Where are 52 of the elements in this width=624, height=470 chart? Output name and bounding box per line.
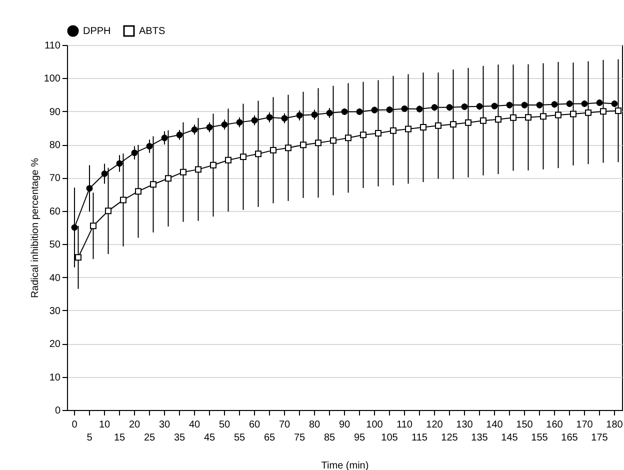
legend-label: ABTS [139, 26, 166, 37]
x-tick-label: 90 [338, 420, 350, 430]
x-tick-label: 20 [128, 420, 140, 430]
x-tick-label: 0 [72, 420, 78, 430]
x-tick-label: 35 [174, 432, 186, 444]
x-tick-label: 55 [234, 432, 246, 444]
x-tick-label: 80 [308, 420, 320, 430]
x-tick-label: 165 [561, 432, 578, 444]
x-tick-label: 120 [426, 420, 444, 430]
x-tick-label: 100 [366, 420, 384, 430]
y-tick-label: 70 [49, 173, 61, 184]
x-tick-label: 15 [114, 432, 126, 444]
y-tick-label: 100 [44, 74, 61, 85]
y-tick-label: 10 [49, 372, 61, 384]
x-tick-label: 85 [324, 432, 336, 444]
x-tick-label: 140 [486, 420, 504, 430]
x-tick-label: 110 [396, 420, 413, 430]
x-tick-label: 160 [546, 420, 564, 430]
y-tick-label: 0 [54, 406, 61, 416]
x-tick-label: 150 [516, 420, 534, 430]
x-tick-label: 170 [576, 420, 594, 430]
x-tick-label: 50 [218, 420, 230, 430]
x-tick-label: 5 [86, 432, 93, 444]
x-tick-label: 155 [531, 432, 548, 444]
x-tick-label: 60 [248, 420, 260, 430]
y-tick-label: 60 [49, 206, 61, 218]
x-tick-label: 45 [204, 432, 216, 444]
y-tick-label: 30 [49, 306, 61, 317]
x-tick-label: 40 [188, 420, 200, 430]
x-tick-label: 70 [278, 420, 290, 430]
legend-label: DPPH [83, 26, 111, 37]
y-tick-label: 40 [49, 272, 61, 284]
x-tick-label: 130 [456, 420, 474, 430]
x-tick-label: 65 [264, 432, 276, 444]
x-tick-label: 175 [591, 432, 608, 444]
x-tick-label: 180 [606, 420, 624, 430]
x-tick-label: 25 [144, 432, 156, 444]
x-tick-label: 30 [158, 420, 170, 430]
x-tick-label: 105 [381, 432, 398, 444]
x-tick-label: 145 [501, 432, 518, 444]
x-tick-label: 95 [354, 432, 366, 444]
y-tick-label: 90 [49, 106, 61, 118]
y-tick-label: 80 [49, 140, 61, 152]
x-tick-label: 135 [471, 432, 488, 444]
y-axis-title: Radical inhibition percentage % [30, 158, 41, 298]
x-tick-label: 125 [441, 432, 458, 444]
y-tick-label: 110 [44, 40, 61, 52]
x-tick-label: 10 [98, 420, 110, 430]
y-tick-label: 20 [49, 339, 61, 350]
y-tick-label: 50 [49, 240, 61, 251]
x-tick-label: 115 [412, 432, 428, 444]
x-tick-label: 75 [294, 432, 306, 444]
